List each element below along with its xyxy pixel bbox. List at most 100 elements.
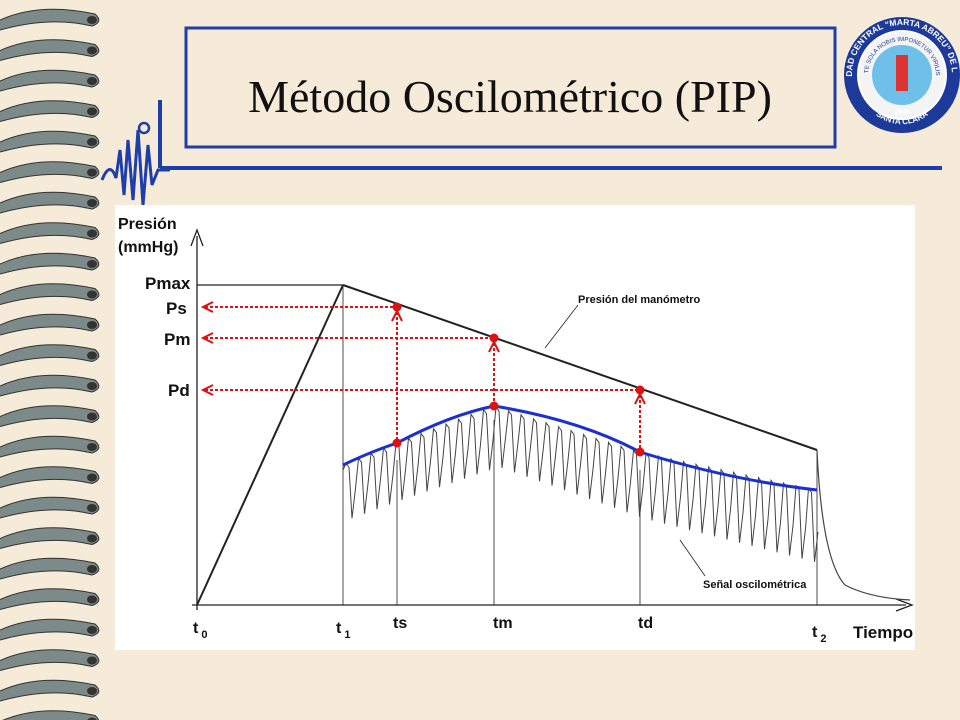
coil-hole [87,626,97,634]
coil-hole [87,656,97,665]
coil [0,466,100,488]
coil [0,344,100,366]
coil [0,161,100,183]
coil [0,252,100,275]
y-label: Pd [168,381,190,400]
x-label: Tiempo [853,623,913,642]
coil [0,374,100,397]
spiral-binding [0,8,100,720]
coil [0,405,100,427]
coil [0,588,100,610]
coil [0,618,100,641]
coil-hole [87,229,97,238]
coil [0,8,100,31]
red-dot [635,385,645,395]
coil-hole [87,199,97,207]
x-label-sub: 2 [820,633,826,645]
y-axis-label: Presión [118,216,177,233]
coil-hole [87,77,97,85]
oscillometric-signal [342,405,819,562]
coil-hole [87,16,97,24]
coil-hole [87,595,97,604]
coil [2,710,99,720]
annotation: Señal oscilométrica [703,579,807,591]
coil-hole [87,351,97,360]
manometer-line [342,284,818,451]
title-box [184,26,837,149]
coil-hole [87,412,97,421]
coil [0,313,100,336]
y-axis-arrow [190,228,204,247]
coil [0,39,100,61]
coil-hole [87,565,97,573]
logo-torch [896,55,908,91]
coil-hole [87,168,97,177]
red-dot [392,302,402,312]
coil-hole [87,107,97,116]
coil [0,527,100,549]
signal-pointer [679,539,706,577]
coil-hole [87,382,97,390]
coil-hole [87,260,97,268]
coil-hole [87,290,97,299]
red-dot [489,401,499,411]
ecg-logo [100,129,170,206]
x-label-sub: 1 [344,629,350,641]
coil [0,130,100,153]
coil-hole [87,46,97,55]
x-label: ts [393,615,407,632]
ecg-logo-dot [137,121,151,135]
x-label-base: t [336,620,342,637]
x-label: td [638,615,653,632]
coil-hole [87,443,97,451]
diagram-area [115,205,915,650]
deflation-tail [816,449,911,601]
coil [0,496,100,519]
coil [0,283,100,305]
y-label: Pmax [145,274,191,293]
coil [0,222,100,244]
coil [0,191,100,214]
coil-hole [87,473,97,482]
coil [0,557,100,580]
coil [0,435,100,458]
coil-hole [87,138,97,146]
coil-hole [87,534,97,543]
x-label-base: td [638,615,653,632]
y-axis-label: (mmHg) [118,239,178,256]
x-axis-arrow [895,598,914,612]
coil-hole [87,504,97,512]
red-arrow [200,384,214,396]
red-dot [635,447,645,457]
coil [0,100,100,122]
annotation: Presión del manómetro [578,294,701,306]
x-label-base: ts [393,615,407,632]
y-label: Ps [166,299,187,318]
coil [0,69,100,92]
red-dot [489,333,499,343]
coil [0,649,100,671]
red-dot [392,438,402,448]
coil-hole [87,717,97,720]
x-label-base: t [812,624,818,641]
logo-year: 1948 [894,109,910,116]
red-arrow [200,332,214,344]
x-label-sub: 0 [201,629,207,641]
manometer-pointer [544,304,579,349]
title: Método Oscilométrico (PIP) [248,71,772,122]
x-label-base: tm [493,615,513,632]
red-arrow [200,301,214,313]
inflation-ramp [196,284,344,606]
x-label-base: Tiempo [853,623,913,642]
y-label: Pm [164,330,190,349]
coil-hole [87,321,97,329]
coil-hole [87,687,97,695]
x-label-base: t [193,620,199,637]
coil [0,679,100,702]
x-label: tm [493,615,513,632]
